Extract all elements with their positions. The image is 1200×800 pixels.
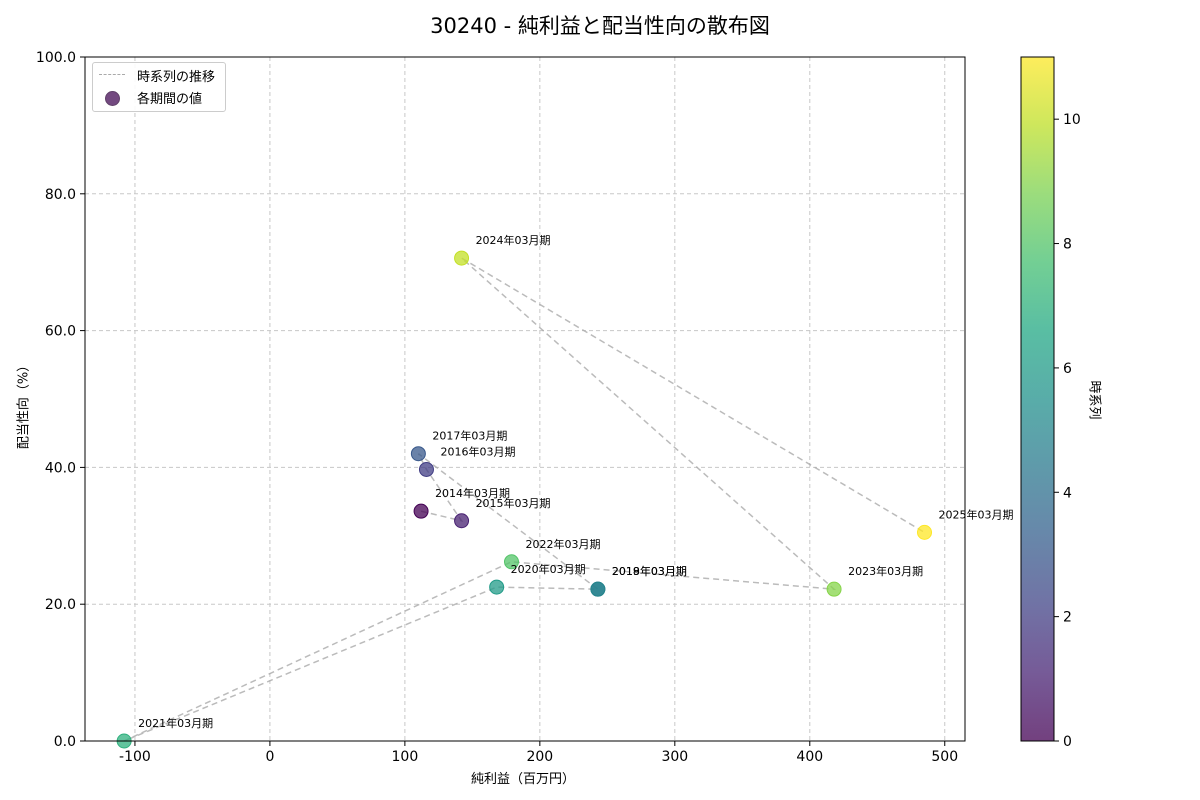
point-label: 2014年03月期 [435,486,510,500]
colorbar-tick-label: 8 [1063,237,1072,253]
point-label: 2020年03月期 [511,562,586,576]
y-tick-label: 0.0 [54,734,76,750]
x-tick-label: 100 [392,749,419,765]
plot-frame [84,56,966,742]
y-tick-label: 40.0 [45,460,76,476]
point-label: 2015年03月期 [476,496,551,510]
legend-line-label: 時系列の推移 [137,70,216,85]
data-point [917,524,933,540]
legend-point-swatch [105,91,120,106]
point-label: 2023年03月期 [848,564,923,578]
chart-title: 30240 - 純利益と配当性向の散布図 [430,14,770,38]
data-point [826,581,842,597]
colorbar-frame [1020,56,1055,742]
colorbar-tick-label: 4 [1063,485,1072,501]
legend: 時系列の推移 各期間の値 [92,62,226,112]
data-point [489,579,505,595]
trend-line [123,257,925,742]
point-label: 2019年03月期 [612,564,687,578]
colorbar [1021,57,1054,741]
point-label: 2017年03月期 [432,429,507,443]
colorbar-tick-label: 0 [1063,734,1072,750]
data-point [454,513,470,529]
data-point [504,554,520,570]
data-point [410,446,426,462]
data-point [413,503,429,519]
colorbar-tick-label: 6 [1063,361,1072,377]
x-tick-label: 0 [265,749,274,765]
colorbar-tick-label: 2 [1063,610,1072,626]
x-tick-label: 300 [661,749,688,765]
point-label: 2021年03月期 [138,716,213,730]
colorbar-label: 時系列 [1086,380,1102,420]
data-point [454,250,470,266]
x-tick-label: -100 [119,749,151,765]
data-point [590,581,606,597]
point-label: 2024年03月期 [476,233,551,247]
point-label: 2022年03月期 [526,537,601,551]
legend-line-swatch [99,74,125,75]
y-tick-label: 20.0 [45,597,76,613]
colorbar-tick-label: 10 [1063,112,1081,128]
x-tick-label: 500 [931,749,958,765]
y-tick-label: 100.0 [36,50,76,66]
y-tick-label: 80.0 [45,187,76,203]
y-tick-label: 60.0 [45,324,76,340]
y-axis-label: 配当性向（%） [16,358,32,450]
legend-point-label: 各期間の値 [137,92,203,107]
point-label: 2025年03月期 [939,507,1014,521]
data-point [418,461,434,477]
point-label: 2016年03月期 [440,444,515,458]
x-axis-label: 純利益（百万円） [471,772,576,787]
x-tick-label: 200 [526,749,553,765]
point-label: 2018年03月期 [612,564,687,578]
x-tick-label: 400 [796,749,823,765]
